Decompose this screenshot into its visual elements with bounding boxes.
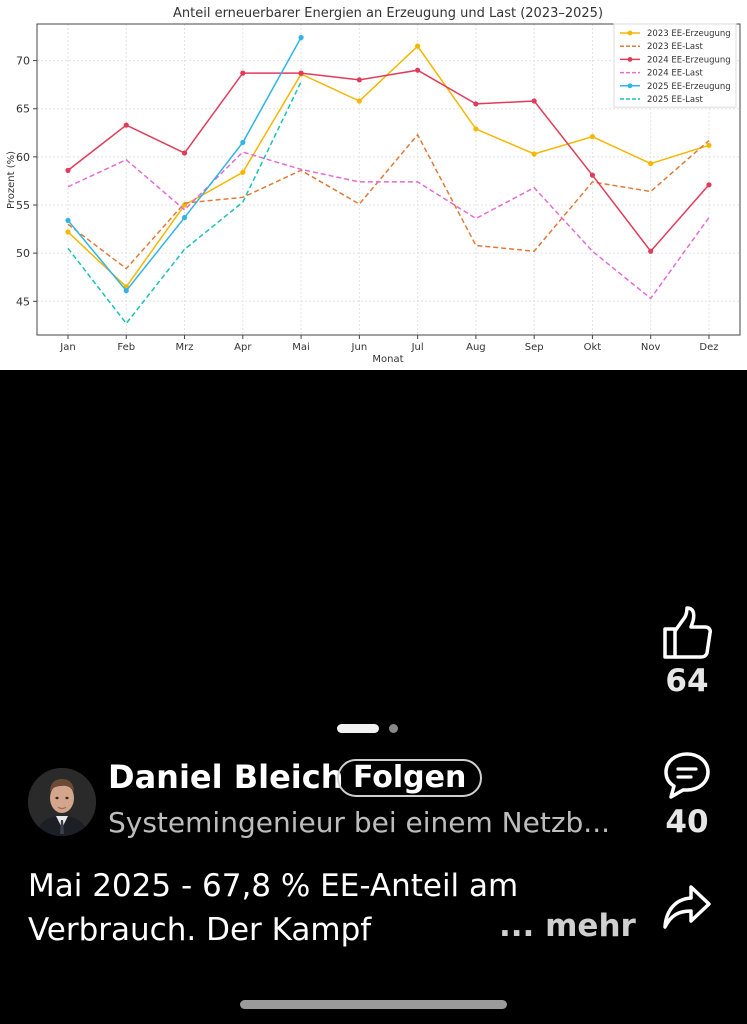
data-point bbox=[65, 217, 71, 224]
data-point bbox=[240, 70, 246, 76]
pager-dot-active[interactable] bbox=[337, 723, 379, 733]
legend-label: 2023 EE-Erzeugung bbox=[647, 29, 731, 39]
legend-marker bbox=[627, 57, 633, 62]
post-caption[interactable]: Mai 2025 - 67,8 % EE-Anteil am Verbrauch… bbox=[28, 864, 628, 952]
post-caption-line: Verbrauch. Der Kampf bbox=[28, 912, 372, 948]
y-axis-label: Prozent (%) bbox=[6, 151, 17, 209]
x-tick-label: Sep bbox=[525, 342, 544, 353]
legend-label: 2024 EE-Last bbox=[647, 69, 704, 79]
follow-button[interactable]: Folgen bbox=[337, 759, 483, 797]
x-tick-label: Feb bbox=[117, 342, 135, 353]
series-line bbox=[67, 45, 710, 288]
data-point bbox=[356, 77, 362, 83]
x-axis-label: Monat bbox=[372, 354, 403, 365]
y-tick-label: 55 bbox=[16, 199, 30, 212]
data-point bbox=[706, 182, 712, 188]
comment-icon bbox=[664, 752, 710, 799]
author-name[interactable]: Daniel Bleich bbox=[108, 758, 344, 796]
more-link[interactable]: ... mehr bbox=[499, 908, 636, 944]
data-point bbox=[123, 122, 129, 128]
thumbs-up-icon bbox=[663, 606, 712, 659]
x-tick-label: Apr bbox=[234, 342, 252, 353]
x-tick-label: Mai bbox=[292, 342, 310, 353]
chart-title: Anteil erneuerbarer Energien an Erzeugun… bbox=[173, 6, 603, 21]
series-line bbox=[67, 69, 710, 253]
data-point bbox=[531, 98, 537, 104]
data-point bbox=[589, 172, 596, 178]
x-tick-label: Aug bbox=[466, 342, 486, 353]
avatar-photo bbox=[28, 768, 96, 836]
legend-label: 2023 EE-Last bbox=[647, 42, 704, 52]
legend-marker bbox=[627, 30, 633, 36]
data-point bbox=[589, 134, 596, 140]
legend-label: 2025 EE-Erzeugung bbox=[647, 82, 731, 92]
data-point bbox=[706, 142, 712, 148]
series-line bbox=[67, 151, 710, 300]
y-tick-label: 65 bbox=[16, 103, 30, 116]
y-tick-label: 60 bbox=[16, 151, 30, 164]
carousel-pager[interactable] bbox=[337, 723, 398, 733]
x-tick-label: Nov bbox=[641, 342, 661, 353]
data-point bbox=[415, 67, 421, 73]
x-tick-label: Dez bbox=[699, 342, 718, 353]
plot-frame bbox=[36, 23, 741, 336]
legend-box bbox=[613, 23, 737, 108]
data-point bbox=[181, 202, 188, 208]
data-point bbox=[65, 167, 71, 173]
series-line bbox=[67, 133, 710, 270]
data-point bbox=[473, 101, 479, 107]
comment-button[interactable]: 40 bbox=[627, 750, 747, 840]
author-block: Daniel Bleich Folgen Systemingenieur bei… bbox=[28, 758, 638, 839]
share-button[interactable] bbox=[627, 883, 747, 931]
legend-label: 2024 EE-Erzeugung bbox=[647, 55, 731, 65]
data-point bbox=[123, 288, 129, 294]
data-point bbox=[298, 70, 304, 76]
data-point bbox=[415, 43, 421, 49]
data-point bbox=[240, 169, 246, 175]
author-headline: Systemingenieur bei einem Netzb... bbox=[108, 806, 611, 839]
data-point bbox=[473, 126, 479, 132]
home-indicator[interactable] bbox=[240, 1000, 507, 1009]
y-tick-label: 70 bbox=[16, 55, 30, 68]
x-tick-label: Jan bbox=[59, 342, 75, 353]
x-tick-label: Okt bbox=[584, 342, 602, 353]
like-count: 64 bbox=[665, 663, 709, 699]
like-button[interactable]: 64 bbox=[627, 605, 747, 699]
data-point bbox=[181, 214, 188, 221]
data-point bbox=[240, 139, 246, 146]
legend-marker bbox=[627, 83, 633, 89]
data-point bbox=[648, 248, 654, 254]
x-tick-label: Mrz bbox=[176, 342, 194, 353]
chart-image: Anteil erneuerbarer Energien an Erzeugun… bbox=[0, 0, 747, 370]
line-chart: Anteil erneuerbarer Energien an Erzeugun… bbox=[6, 6, 741, 365]
y-tick-label: 45 bbox=[16, 295, 30, 308]
pager-dot[interactable] bbox=[389, 723, 398, 733]
data-point bbox=[65, 229, 71, 235]
legend-label: 2025 EE-Last bbox=[647, 95, 704, 105]
data-point bbox=[648, 161, 654, 167]
x-tick-label: Jun bbox=[351, 342, 368, 353]
comment-count: 40 bbox=[665, 804, 709, 840]
avatar[interactable] bbox=[28, 768, 96, 836]
y-tick-label: 50 bbox=[16, 247, 30, 260]
series-line bbox=[67, 81, 302, 325]
data-point bbox=[356, 98, 362, 104]
x-tick-label: Jul bbox=[411, 342, 424, 353]
data-point bbox=[181, 150, 188, 156]
share-icon bbox=[663, 885, 711, 929]
data-point bbox=[531, 151, 537, 157]
post-caption-line: Mai 2025 - 67,8 % EE-Anteil am bbox=[28, 868, 519, 904]
data-point bbox=[298, 34, 304, 41]
